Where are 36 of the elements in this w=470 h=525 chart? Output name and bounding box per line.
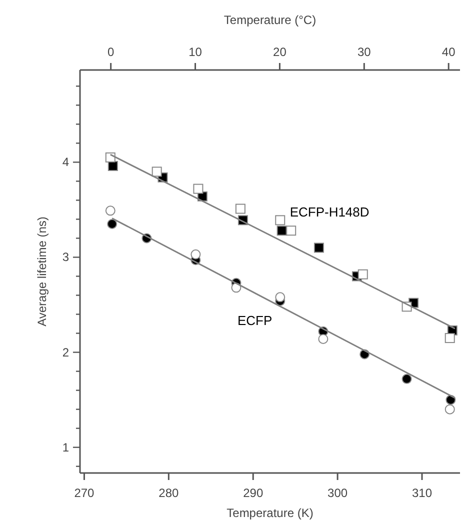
point xyxy=(318,334,328,344)
point xyxy=(275,215,286,226)
point xyxy=(314,242,324,253)
x-tick-label: 280 xyxy=(158,486,179,500)
series-label: ECFP xyxy=(237,312,272,328)
y-tick-label: 1 xyxy=(62,440,70,454)
point xyxy=(358,269,368,280)
x2-tick-label: 10 xyxy=(188,45,202,59)
y-axis-title: Average lifetime (ns) xyxy=(35,216,49,326)
y-tick-label: 3 xyxy=(62,250,70,264)
point xyxy=(235,204,246,214)
y-tick-label: 4 xyxy=(62,155,70,170)
x2-tick-label: 40 xyxy=(442,45,456,59)
point xyxy=(108,161,118,171)
point xyxy=(107,218,118,229)
point xyxy=(152,166,162,177)
point xyxy=(190,249,201,260)
x2-tick-label: 20 xyxy=(273,45,287,59)
x2-tick-label: 0 xyxy=(107,45,114,59)
point xyxy=(193,184,204,194)
x-tick-label: 270 xyxy=(74,486,95,500)
x2-axis-title: Temperature (°C) xyxy=(224,13,316,27)
series-label: ECFP-H148D xyxy=(290,204,370,220)
point xyxy=(105,206,116,216)
x2-tick-label: 30 xyxy=(357,45,372,59)
point xyxy=(276,226,287,236)
x-axis-title: Temperature (K) xyxy=(226,506,314,520)
x-tick-label: 300 xyxy=(328,486,348,500)
point xyxy=(402,374,412,384)
y-tick-label: 2 xyxy=(62,345,70,360)
point xyxy=(275,292,286,302)
point xyxy=(105,152,116,162)
point xyxy=(444,333,455,344)
point xyxy=(286,226,296,236)
x-tick-label: 290 xyxy=(243,486,264,500)
x-tick-label: 310 xyxy=(412,486,432,500)
